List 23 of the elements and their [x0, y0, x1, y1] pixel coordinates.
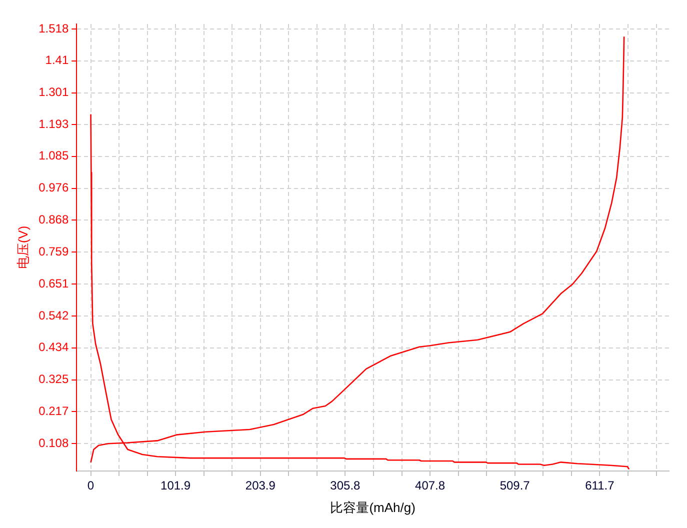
y-tick-label: 1.193	[38, 116, 69, 131]
x-tick-label: 203.9	[245, 478, 276, 493]
y-tick-label: 0.542	[38, 308, 69, 322]
y-tick-label: 0.434	[38, 340, 69, 354]
x-axis-title: 比容量(mAh/g)	[330, 500, 416, 515]
y-tick-label: 0.325	[38, 372, 69, 386]
y-tick-label: 0.217	[38, 404, 69, 418]
x-tick-label: 407.8	[415, 478, 446, 493]
y-tick-label: 0.651	[38, 276, 69, 290]
x-tick-label: 305.8	[330, 478, 361, 493]
y-tick-label: 1.301	[38, 85, 69, 100]
x-tick-label: 0	[87, 478, 94, 493]
y-tick-label: 0.108	[38, 436, 69, 450]
y-tick-label: 0.976	[38, 180, 69, 195]
y-axis-title: 电压(V)	[15, 226, 30, 270]
y-tick-label: 1.518	[38, 21, 69, 36]
y-tick-label: 0.759	[38, 244, 69, 259]
x-tick-label: 611.7	[585, 478, 615, 493]
x-tick-label: 101.9	[160, 478, 191, 493]
y-tick-label: 1.41	[45, 53, 69, 68]
x-tick-label: 509.7	[500, 478, 530, 493]
y-tick-label: 1.085	[38, 148, 69, 163]
y-tick-label: 0.868	[38, 212, 69, 226]
